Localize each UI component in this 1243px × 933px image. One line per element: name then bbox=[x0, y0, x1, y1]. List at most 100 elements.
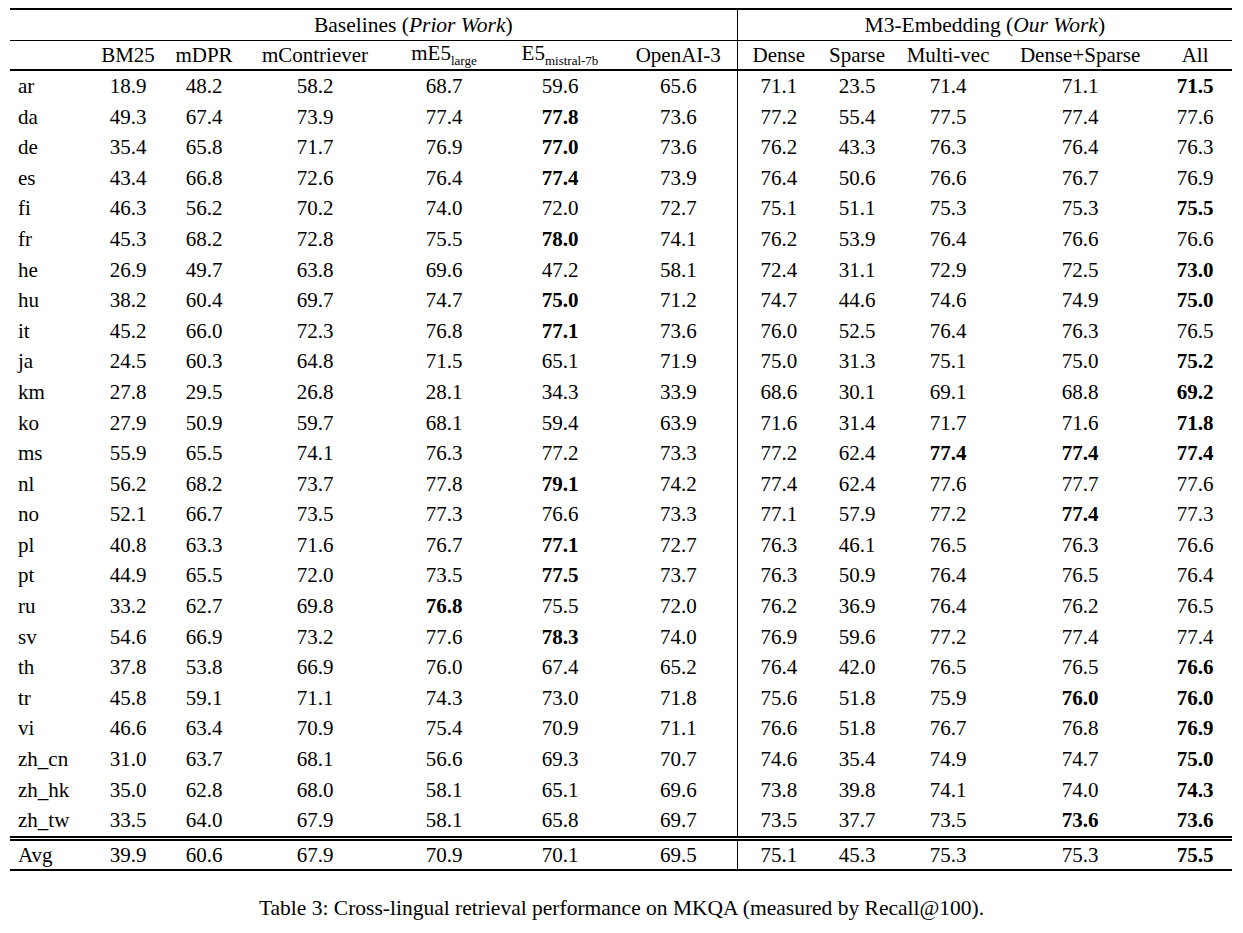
group-header-row: Baselines (Prior Work)M3-Embedding (Our … bbox=[10, 9, 1232, 41]
value-cell: 49.3 bbox=[90, 102, 166, 133]
value-cell: 72.7 bbox=[620, 194, 737, 225]
value-cell: 63.7 bbox=[166, 744, 242, 775]
value-cell: 71.2 bbox=[620, 285, 737, 316]
value-cell: 77.4 bbox=[1158, 438, 1232, 469]
lang-cell: hu bbox=[10, 285, 90, 316]
value-cell: 27.9 bbox=[90, 408, 166, 439]
column-header: E5mistral-7b bbox=[500, 41, 620, 71]
value-cell: 72.9 bbox=[894, 255, 1002, 286]
value-cell: 78.0 bbox=[500, 224, 620, 255]
value-cell: 55.9 bbox=[90, 438, 166, 469]
lang-cell: vi bbox=[10, 714, 90, 745]
value-cell: 49.7 bbox=[166, 255, 242, 286]
table-row: Avg39.960.667.970.970.169.575.145.375.37… bbox=[10, 839, 1232, 871]
lang-cell: no bbox=[10, 500, 90, 531]
value-cell: 77.2 bbox=[894, 622, 1002, 653]
table-row: ja24.560.364.871.565.171.975.031.375.175… bbox=[10, 347, 1232, 378]
value-cell: 72.4 bbox=[737, 255, 820, 286]
value-cell: 74.6 bbox=[737, 744, 820, 775]
value-cell: 77.6 bbox=[388, 622, 500, 653]
value-cell: 68.7 bbox=[388, 70, 500, 102]
value-cell: 76.9 bbox=[737, 622, 820, 653]
value-cell: 70.9 bbox=[500, 714, 620, 745]
value-cell: 59.6 bbox=[500, 70, 620, 102]
value-cell: 73.6 bbox=[620, 102, 737, 133]
value-cell: 76.3 bbox=[737, 530, 820, 561]
value-cell: 71.1 bbox=[1002, 70, 1158, 102]
value-cell: 31.1 bbox=[820, 255, 894, 286]
value-cell: 75.5 bbox=[500, 591, 620, 622]
value-cell: 65.6 bbox=[620, 70, 737, 102]
lang-cell: es bbox=[10, 163, 90, 194]
value-cell: 77.0 bbox=[500, 132, 620, 163]
table-row: tr45.859.171.174.373.071.875.651.875.976… bbox=[10, 683, 1232, 714]
value-cell: 65.5 bbox=[166, 438, 242, 469]
value-cell: 75.3 bbox=[1002, 194, 1158, 225]
value-cell: 76.5 bbox=[894, 530, 1002, 561]
value-cell: 59.1 bbox=[166, 683, 242, 714]
value-cell: 74.1 bbox=[894, 775, 1002, 806]
lang-cell: da bbox=[10, 102, 90, 133]
lang-cell: de bbox=[10, 132, 90, 163]
value-cell: 75.0 bbox=[737, 347, 820, 378]
value-cell: 76.4 bbox=[737, 652, 820, 683]
value-cell: 37.7 bbox=[820, 805, 894, 838]
value-cell: 48.2 bbox=[166, 70, 242, 102]
value-cell: 76.3 bbox=[1158, 132, 1232, 163]
value-cell: 68.8 bbox=[1002, 377, 1158, 408]
value-cell: 77.8 bbox=[500, 102, 620, 133]
value-cell: 76.6 bbox=[500, 500, 620, 531]
lang-cell: fi bbox=[10, 194, 90, 225]
value-cell: 66.9 bbox=[242, 652, 388, 683]
column-header: BM25 bbox=[90, 41, 166, 71]
value-cell: 71.6 bbox=[737, 408, 820, 439]
value-cell: 76.3 bbox=[894, 132, 1002, 163]
value-cell: 71.7 bbox=[242, 132, 388, 163]
value-cell: 77.2 bbox=[737, 102, 820, 133]
value-cell: 44.9 bbox=[90, 561, 166, 592]
value-cell: 70.9 bbox=[388, 839, 500, 871]
lang-cell: ar bbox=[10, 70, 90, 102]
value-cell: 65.8 bbox=[166, 132, 242, 163]
value-cell: 34.3 bbox=[500, 377, 620, 408]
value-cell: 75.0 bbox=[1158, 285, 1232, 316]
column-header: Dense bbox=[737, 41, 820, 71]
table-row: pt44.965.572.073.577.573.776.350.976.476… bbox=[10, 561, 1232, 592]
value-cell: 73.6 bbox=[1158, 805, 1232, 838]
value-cell: 74.0 bbox=[388, 194, 500, 225]
table-row: ko27.950.959.768.159.463.971.631.471.771… bbox=[10, 408, 1232, 439]
value-cell: 43.3 bbox=[820, 132, 894, 163]
lang-cell: km bbox=[10, 377, 90, 408]
value-cell: 60.6 bbox=[166, 839, 242, 871]
value-cell: 74.7 bbox=[1002, 744, 1158, 775]
value-cell: 45.8 bbox=[90, 683, 166, 714]
value-cell: 77.1 bbox=[500, 316, 620, 347]
value-cell: 74.0 bbox=[620, 622, 737, 653]
value-cell: 71.6 bbox=[242, 530, 388, 561]
value-cell: 76.3 bbox=[1002, 530, 1158, 561]
value-cell: 74.7 bbox=[388, 285, 500, 316]
value-cell: 77.5 bbox=[500, 561, 620, 592]
value-cell: 73.3 bbox=[620, 438, 737, 469]
value-cell: 30.1 bbox=[820, 377, 894, 408]
column-header-row: BM25mDPRmContrievermE5largeE5mistral-7bO… bbox=[10, 41, 1232, 71]
table-row: zh_hk35.062.868.058.165.169.673.839.874.… bbox=[10, 775, 1232, 806]
value-cell: 68.0 bbox=[242, 775, 388, 806]
value-cell: 46.3 bbox=[90, 194, 166, 225]
value-cell: 71.5 bbox=[1158, 70, 1232, 102]
value-cell: 64.8 bbox=[242, 347, 388, 378]
value-cell: 74.2 bbox=[620, 469, 737, 500]
value-cell: 71.9 bbox=[620, 347, 737, 378]
value-cell: 46.6 bbox=[90, 714, 166, 745]
value-cell: 71.6 bbox=[1002, 408, 1158, 439]
value-cell: 76.6 bbox=[1158, 224, 1232, 255]
value-cell: 42.0 bbox=[820, 652, 894, 683]
value-cell: 76.0 bbox=[1002, 683, 1158, 714]
value-cell: 75.5 bbox=[1158, 839, 1232, 871]
value-cell: 79.1 bbox=[500, 469, 620, 500]
value-cell: 69.5 bbox=[620, 839, 737, 871]
value-cell: 74.0 bbox=[1002, 775, 1158, 806]
value-cell: 68.1 bbox=[242, 744, 388, 775]
value-cell: 36.9 bbox=[820, 591, 894, 622]
lang-cell: zh_cn bbox=[10, 744, 90, 775]
